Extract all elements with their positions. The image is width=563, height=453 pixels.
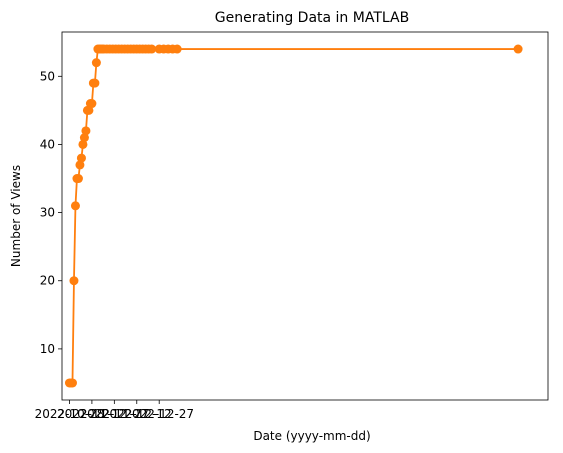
y-axis-ticks: 10 20 30 40 50 [40,69,62,356]
data-point [79,133,89,143]
plot-frame [61,31,549,401]
data-point [172,44,182,54]
data-point [76,153,86,163]
x-tick-label: 2022-10-28 [35,407,105,421]
data-point [75,160,85,170]
x-tick-label: 2022-11-12 [57,407,127,421]
y-tick-label: 50 [40,69,55,83]
x-axis-ticks: 2022-10-282022-11-122022-11-272022-12-12… [35,400,194,421]
data-point [81,126,91,136]
data-point [147,44,157,54]
y-axis-label: Number of Views [9,165,23,267]
x-tick-label: 2022-12-27 [124,407,194,421]
y-tick-label: 20 [40,274,55,288]
data-point [87,99,97,109]
data-point [84,105,94,115]
data-point [90,78,100,88]
series-layer [64,44,523,388]
data-point [73,174,83,184]
data-point [67,378,77,388]
y-tick-label: 10 [40,342,55,356]
data-point [70,201,80,211]
x-axis-label: Date (yyyy-mm-dd) [253,429,370,443]
x-tick-label: 2022-11-27 [79,407,149,421]
x-tick-label: 2022-12-12 [102,407,172,421]
chart-title: Generating Data in MATLAB [215,10,409,26]
y-tick-label: 40 [40,137,55,151]
plot-axes [61,31,549,401]
y-tick-label: 30 [40,206,55,220]
data-point [78,139,88,149]
series-line [69,48,519,384]
data-point [91,58,101,68]
data-point [513,44,523,54]
data-point [69,276,79,286]
